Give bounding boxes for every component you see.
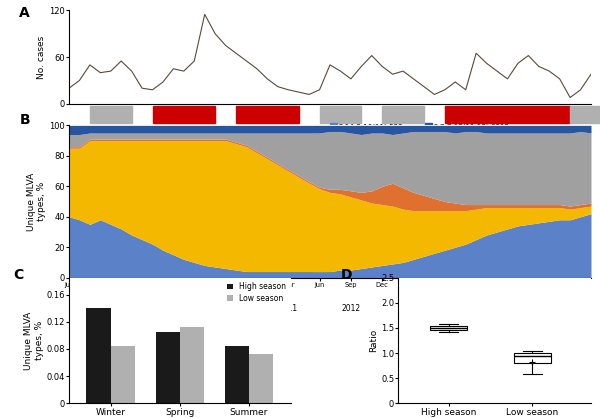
- Bar: [152, 106, 215, 123]
- Bar: [382, 106, 424, 123]
- Y-axis label: No. cases: No. cases: [37, 36, 46, 79]
- PathPatch shape: [514, 353, 551, 363]
- Legend: 2-14-8-10(11)-523, 2-7-6-12(11;13;14)-523, 2-15-9-10-0212, 2-7-7-12(11;13)-0212,: 2-14-8-10(11)-523, 2-7-6-12(11;13;14)-52…: [331, 123, 509, 146]
- Bar: [236, 106, 299, 123]
- Y-axis label: Unique MLVA
types, %: Unique MLVA types, %: [24, 311, 44, 370]
- Bar: [110, 346, 135, 403]
- Bar: [570, 106, 600, 123]
- Text: 2012: 2012: [341, 303, 361, 313]
- Text: 2015: 2015: [529, 303, 548, 313]
- Text: C: C: [14, 268, 24, 282]
- Text: 2008: 2008: [91, 303, 110, 313]
- Text: A: A: [19, 6, 30, 20]
- Text: 2009: 2009: [153, 303, 173, 313]
- Bar: [180, 327, 204, 403]
- Bar: [445, 106, 508, 123]
- Bar: [249, 354, 273, 403]
- Text: 2016: 2016: [560, 303, 580, 313]
- Text: 2013: 2013: [404, 303, 423, 313]
- Text: 2010: 2010: [216, 303, 235, 313]
- Bar: [86, 308, 110, 403]
- Text: D: D: [341, 268, 352, 282]
- PathPatch shape: [430, 326, 467, 330]
- Text: 2014: 2014: [467, 303, 486, 313]
- Bar: [320, 106, 361, 123]
- Bar: [508, 106, 570, 123]
- Bar: [155, 332, 180, 403]
- Bar: [90, 106, 131, 123]
- Text: 2011: 2011: [278, 303, 298, 313]
- Bar: [225, 346, 249, 403]
- Y-axis label: Unique MLVA
types, %: Unique MLVA types, %: [27, 172, 46, 231]
- Legend: High season, Low season: High season, Low season: [226, 281, 287, 303]
- Y-axis label: Ratio: Ratio: [369, 329, 378, 352]
- Text: B: B: [19, 113, 30, 127]
